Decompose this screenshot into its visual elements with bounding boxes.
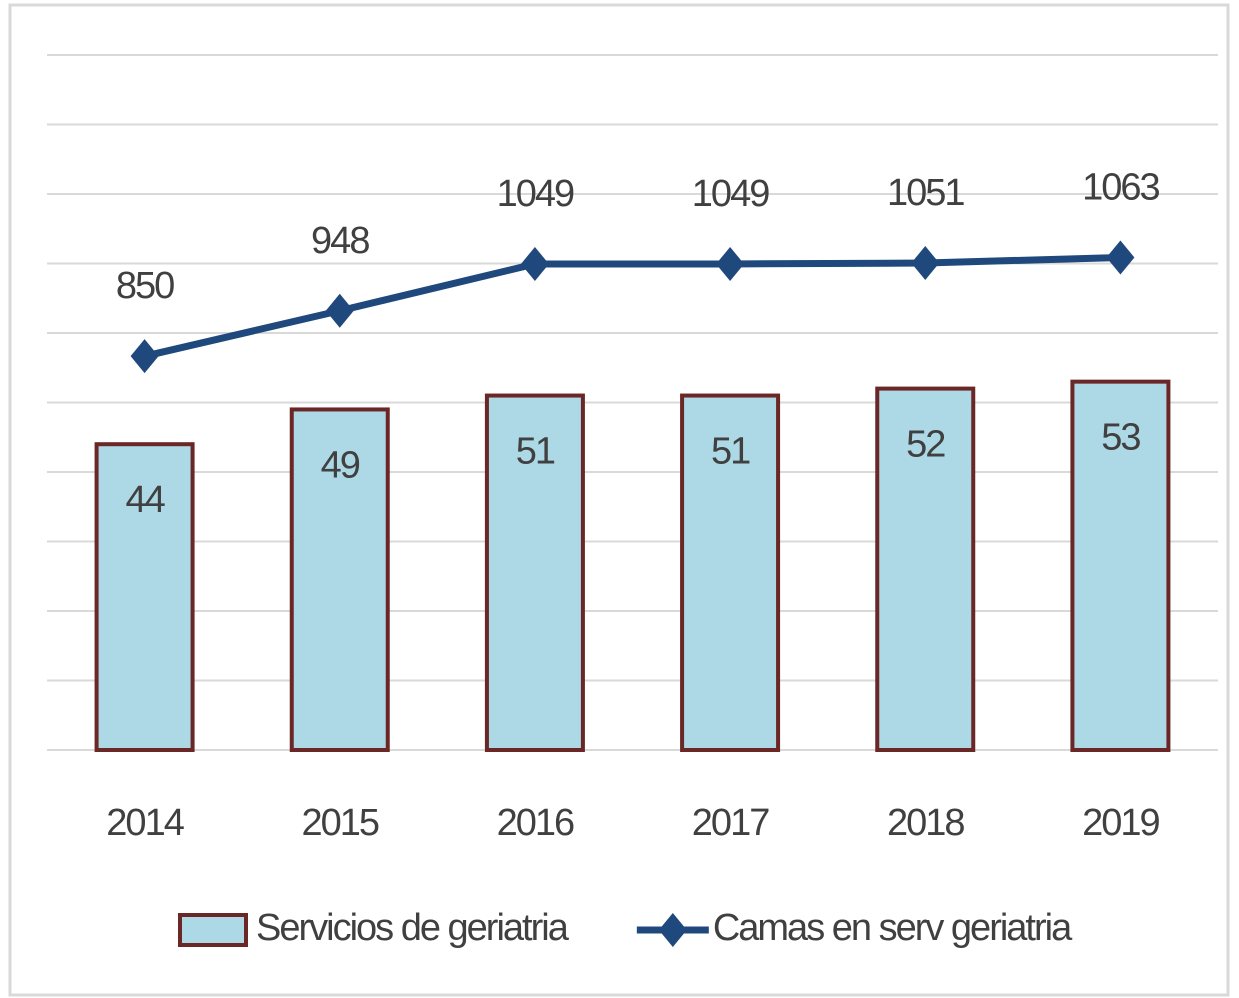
line-marker: [130, 339, 159, 374]
bar: [1070, 379, 1171, 752]
x-tick-label: 2019: [1082, 802, 1159, 844]
line-marker: [911, 246, 940, 281]
line-marker: [325, 293, 354, 328]
bar: [875, 386, 976, 752]
line-value-label: 948: [311, 220, 369, 262]
chart-frame: [8, 3, 1230, 997]
x-tick-label: 2015: [301, 802, 378, 844]
x-tick-label: 2014: [106, 802, 184, 844]
legend-label: Camas en serv geriatria: [713, 907, 1073, 949]
line-value-label: 1049: [497, 173, 574, 215]
x-tick-label: 2016: [497, 802, 574, 844]
legend-marker: [658, 913, 687, 947]
line-value-label: 1051: [887, 172, 964, 214]
legend-label: Servicios de geriatria: [256, 907, 570, 949]
x-tick-label: 2018: [887, 802, 964, 844]
bar-value-label: 51: [516, 431, 555, 473]
bar: [484, 393, 585, 752]
line-value-label: 1049: [692, 173, 769, 215]
legend-swatch: [178, 913, 248, 947]
line: [143, 253, 1121, 360]
bar-value-label: 52: [906, 424, 945, 466]
x-tick-label: 2017: [692, 802, 769, 844]
line-marker: [520, 246, 549, 281]
line-value-label: 850: [116, 265, 174, 307]
bar-value-label: 44: [125, 479, 165, 521]
bar: [680, 393, 781, 752]
line-marker: [716, 246, 745, 281]
bar: [94, 442, 195, 752]
bar-value-label: 49: [321, 444, 360, 486]
bar: [289, 407, 390, 752]
bar-value-label: 53: [1101, 417, 1140, 459]
line-marker: [1106, 240, 1135, 275]
bar-value-label: 51: [711, 431, 750, 473]
line-value-label: 1063: [1082, 167, 1159, 209]
